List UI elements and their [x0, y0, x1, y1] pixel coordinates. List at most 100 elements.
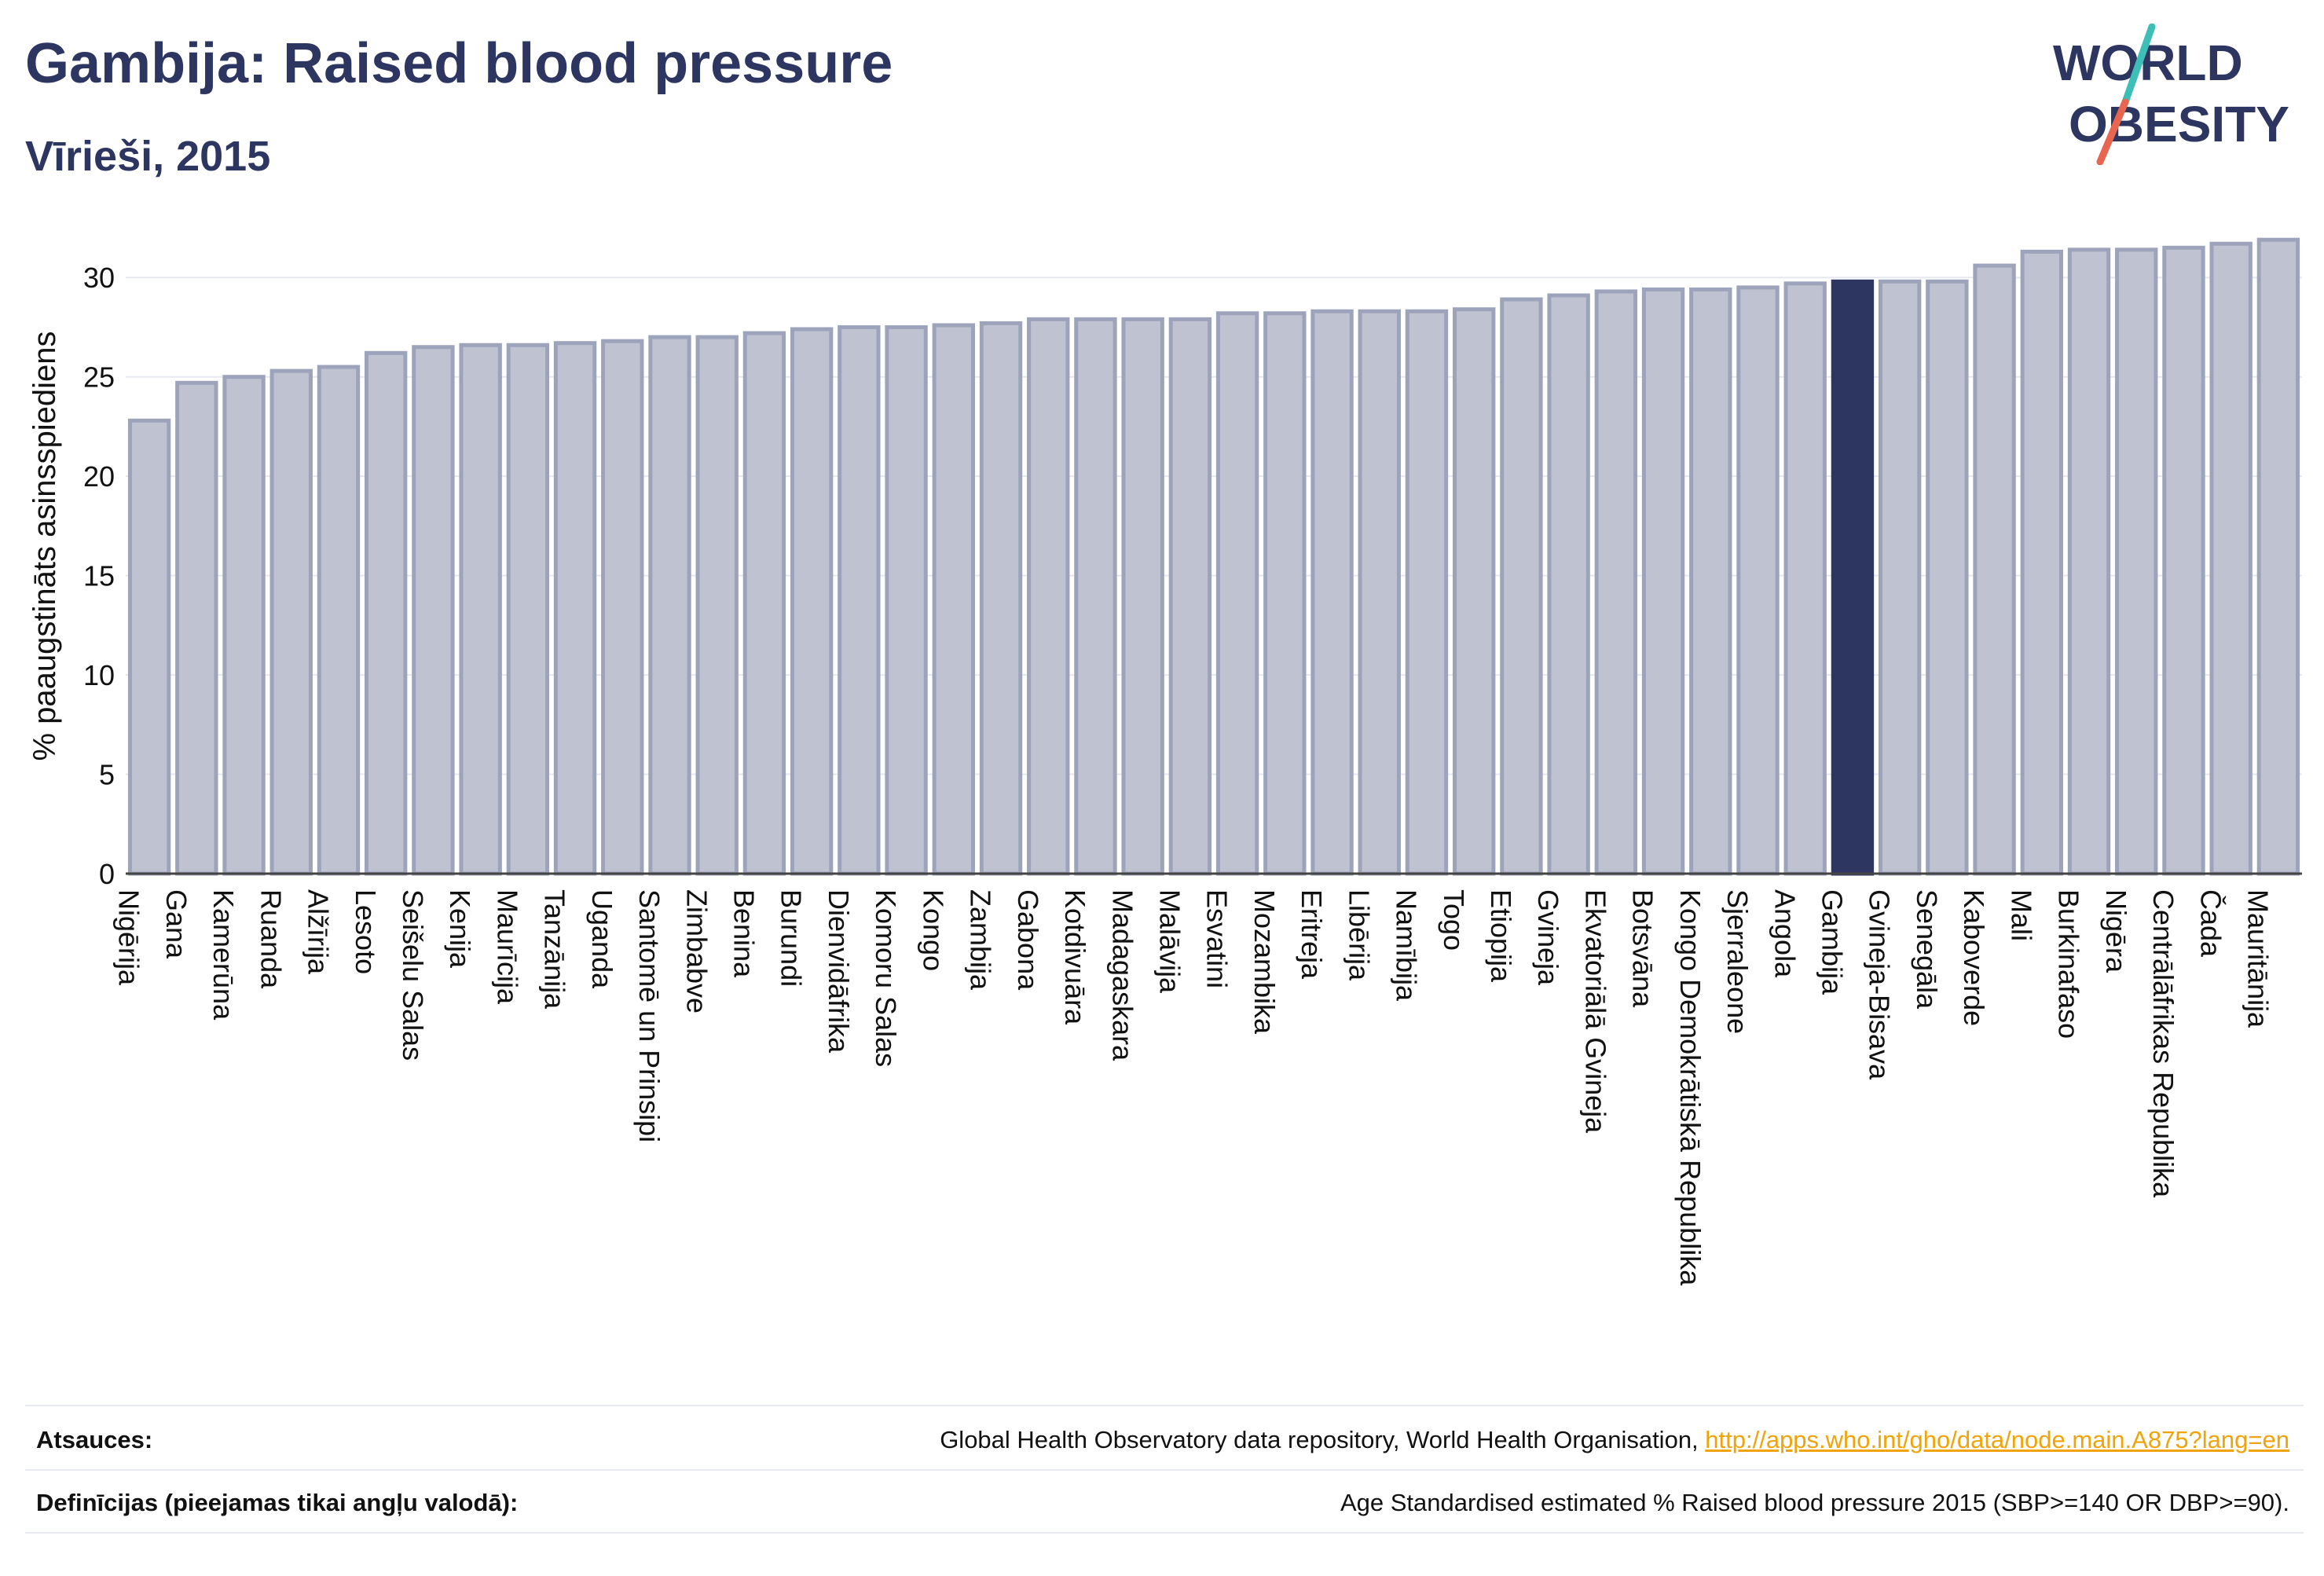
sources-link[interactable]: http://apps.who.int/gho/data/node.main.A…	[1705, 1426, 2289, 1453]
x-tick-label: Botsvāna	[1627, 889, 1659, 1008]
footer-divider-top	[25, 1405, 2304, 1406]
x-tick-label: Kongo	[917, 889, 949, 971]
bar-Ekvatoriālā Gvineja	[1594, 289, 1638, 876]
bar-Gabona	[1027, 317, 1070, 876]
bar-Mozambika	[1263, 311, 1307, 876]
x-tick-label: Gvineja	[1532, 889, 1564, 986]
bar-Senegāla	[1926, 279, 1969, 876]
bar-Seišelu Salas	[412, 345, 455, 876]
y-axis-label: % paaugstināts asinsspiediens	[27, 331, 62, 761]
x-tick-label: Ekvatoriālā Gvineja	[1579, 889, 1611, 1134]
x-tick-label: Senegāla	[1911, 889, 1943, 1010]
bar-Zimbabve	[695, 335, 739, 876]
x-tick-label: Mali	[2005, 889, 2037, 941]
x-tick-label: Mozambika	[1248, 889, 1281, 1035]
bar-Kotdivuāra	[1074, 317, 1117, 876]
logo-slash-teal	[2121, 24, 2156, 106]
x-tick-label: Kamerūna	[207, 889, 240, 1021]
bar-Kongo	[932, 323, 975, 876]
bar-Dienvidāfrika	[838, 324, 881, 876]
bar-Lesoto	[365, 350, 408, 876]
bar-Tanzānija	[553, 341, 597, 876]
x-tick-label: Mauritānija	[2242, 889, 2274, 1028]
bar-Kaboverde	[1973, 263, 2016, 876]
bars	[126, 237, 2302, 876]
chart-subtitle: Vīrieši, 2015	[25, 133, 271, 180]
y-tick-label: 20	[83, 460, 115, 493]
y-axis-ticks: 0 5 10 15 20 25 30	[83, 262, 115, 890]
bar-Kongo Demokrātiskā Republika	[1689, 287, 1732, 876]
bar-chart: 0 5 10 15 20 25 30 Nigērija Gana Kamerūna Ruanda A…	[27, 237, 2302, 1286]
x-tick-label: Eritreja	[1296, 889, 1328, 980]
x-tick-label: Gabona	[1012, 889, 1044, 991]
bar-Mali	[2020, 249, 2063, 876]
x-tick-label: Dienvidāfrika	[823, 889, 855, 1054]
x-tick-label: Gana	[160, 889, 192, 959]
y-tick-label: 0	[99, 858, 115, 890]
x-tick-label: Tanzānija	[539, 889, 571, 1010]
x-tick-label: Esvatini	[1201, 889, 1233, 988]
bar-Botsvāna	[1641, 287, 1685, 876]
chart-title: Gambija: Raised blood pressure	[25, 32, 893, 95]
x-tick-label: Santomē un Prinsipi	[633, 889, 665, 1142]
bar-Santomē un Prinsipi	[648, 335, 691, 876]
x-tick-label: Maurīcija	[491, 889, 523, 1005]
y-tick-label: 15	[83, 560, 115, 592]
bar-Kamerūna	[222, 375, 266, 876]
bar-Togo	[1453, 307, 1496, 876]
footer-divider-middle	[25, 1469, 2304, 1471]
x-tick-label: Nigēra	[2100, 889, 2132, 973]
bar-Centrālāfrikas Republika	[2162, 245, 2205, 876]
bar-Esvatini	[1215, 311, 1259, 876]
x-tick-label: Libērija	[1343, 889, 1375, 981]
x-tick-label: Etiopija	[1485, 889, 1517, 983]
bar-Angola	[1783, 281, 1827, 876]
x-tick-label: Malāvija	[1153, 889, 1186, 994]
bar-Maurīcija	[506, 343, 550, 876]
x-tick-label: Gambija	[1816, 889, 1849, 995]
y-tick-label: 30	[83, 262, 115, 294]
x-tick-label: Nigērija	[113, 889, 145, 986]
world-obesity-logo: WORLD OBESITY	[2053, 24, 2289, 165]
bar-Čada	[2209, 241, 2253, 876]
x-tick-label: Burkinafaso	[2053, 889, 2085, 1039]
logo-slash-coral	[2096, 98, 2129, 165]
bar-Eritreja	[1310, 309, 1354, 876]
x-axis-ticks: Nigērija Gana Kamerūna Ruanda Alžīrija Lesoto…	[113, 889, 2275, 1286]
bar-Benina	[742, 331, 786, 876]
sources-text: Global Health Observatory data repositor…	[940, 1426, 2289, 1454]
bar-Gambija	[1831, 279, 1875, 876]
bar-Nigēra	[2115, 247, 2158, 876]
x-tick-label: Kongo Demokrātiskā Republika	[1674, 889, 1706, 1286]
bar-Nigērija	[127, 418, 171, 876]
bar-Gana	[175, 380, 218, 876]
bar-Madagaskara	[1121, 317, 1164, 876]
x-tick-label: Zambija	[965, 889, 997, 991]
bar-Ruanda	[269, 368, 313, 876]
x-tick-label: Burundi	[775, 889, 808, 987]
bar-Malāvija	[1168, 317, 1212, 876]
x-tick-label: Kenija	[444, 889, 476, 969]
x-tick-label: Čada	[2194, 889, 2227, 958]
bar-Alžīrija	[317, 365, 361, 876]
bar-Burundi	[790, 327, 834, 876]
sources-label: Atsauces:	[36, 1426, 153, 1453]
x-tick-label: Togo	[1438, 889, 1470, 951]
bar-Zambija	[979, 321, 1023, 876]
bar-Libērija	[1358, 309, 1401, 876]
x-tick-label: Sjerraleone	[1721, 889, 1754, 1034]
x-tick-label: Benina	[728, 889, 761, 978]
bar-Etiopija	[1500, 297, 1543, 876]
bar-Uganda	[601, 339, 644, 876]
footer-divider-bottom	[25, 1532, 2304, 1534]
bar-Gvineja	[1547, 293, 1590, 876]
bar-Burkinafaso	[2067, 247, 2111, 876]
x-tick-label: Madagaskara	[1106, 889, 1138, 1061]
sources-description: Global Health Observatory data repositor…	[940, 1426, 1706, 1453]
x-tick-label: Uganda	[586, 889, 618, 989]
x-tick-label: Kaboverde	[1958, 889, 1990, 1026]
bar-Kenija	[459, 343, 502, 876]
x-tick-label: Komoru Salas	[870, 889, 902, 1067]
x-tick-label: Seišelu Salas	[397, 889, 429, 1061]
bar-Komoru Salas	[885, 324, 928, 876]
